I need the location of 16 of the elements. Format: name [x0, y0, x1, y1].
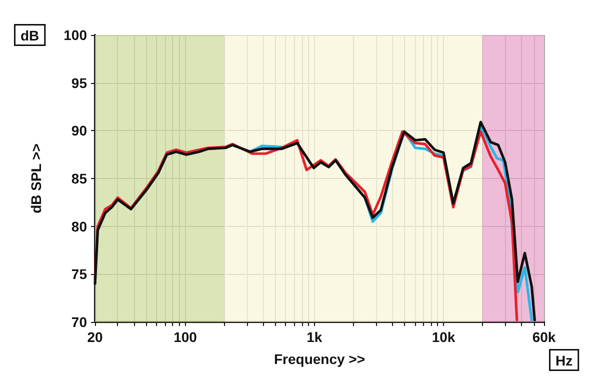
y-tick-label: 100 — [64, 27, 88, 43]
x-tick-label: 20 — [87, 329, 103, 345]
x-tick-label: 60k — [532, 329, 556, 345]
x-axis-title: Frequency >> — [274, 351, 366, 367]
y-tick-label: 80 — [71, 218, 88, 234]
y-axis-title: dB SPL >> — [28, 144, 44, 214]
text: dB — [20, 28, 40, 44]
y-tick-label: 90 — [71, 122, 88, 139]
x-tick-label: 100 — [174, 329, 198, 345]
x-tick-label: 10k — [432, 329, 456, 345]
y-tick-label: 75 — [71, 266, 88, 282]
text: Hz — [556, 352, 573, 368]
x-tick-label: 1k — [306, 329, 322, 345]
y-tick-label: 85 — [71, 170, 88, 186]
y-tick-label: 70 — [71, 314, 88, 330]
y-tick-label: 95 — [71, 74, 88, 91]
